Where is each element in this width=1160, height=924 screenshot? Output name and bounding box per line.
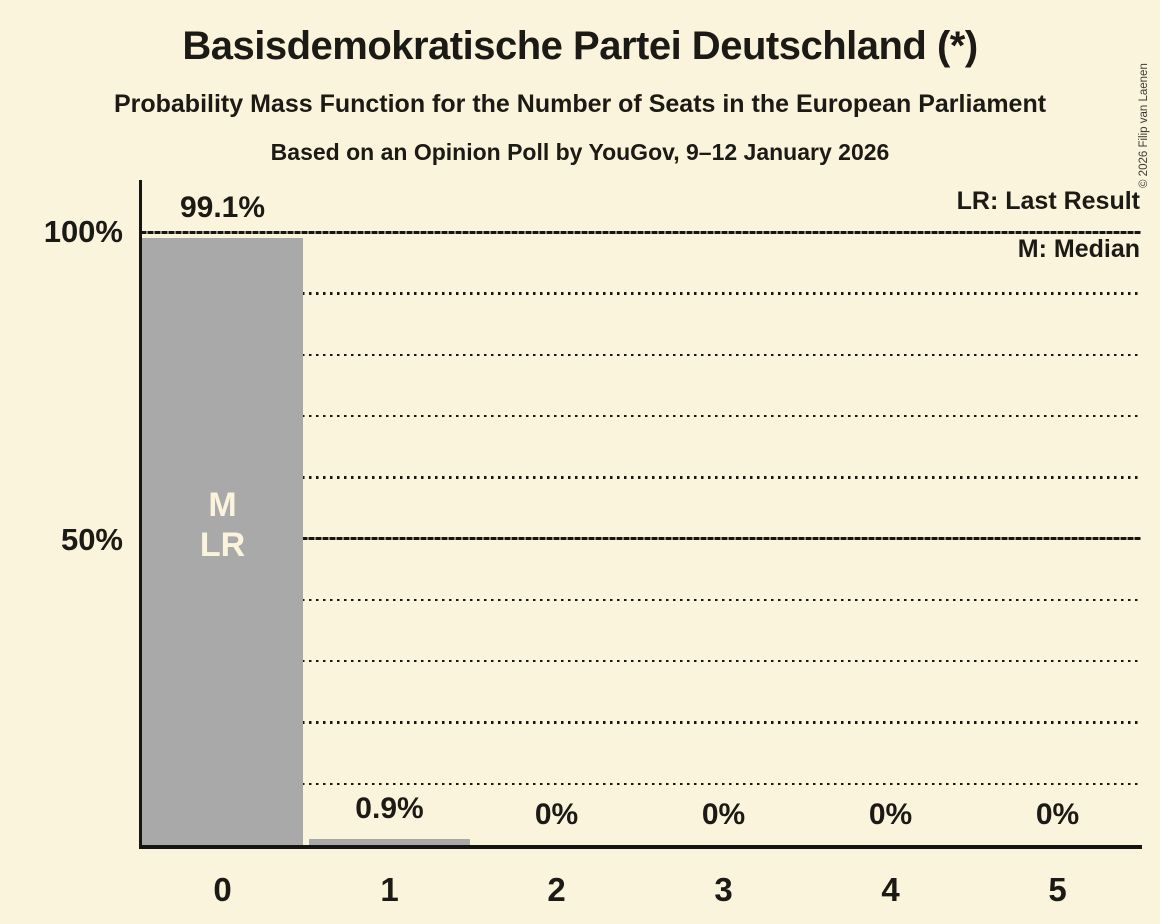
y-axis-tick-50: 50%: [60, 522, 123, 557]
gridline-dotted-20: [141, 721, 1141, 724]
x-axis-label-4: 4: [881, 871, 900, 908]
x-axis-label-5: 5: [1048, 871, 1067, 908]
bar-annotation-median-last-result: M LR: [143, 485, 303, 565]
bar-value-label-0: 99.1%: [179, 190, 266, 224]
bar-annotation-line-lr: LR: [199, 526, 246, 565]
bar-value-label-3: 0%: [701, 798, 746, 831]
x-axis-label-2: 2: [547, 871, 566, 908]
legend-median: M: Median: [1017, 235, 1140, 263]
bar-value-label-4: 0%: [868, 798, 913, 831]
y-axis-line: [139, 180, 142, 849]
legend-last-result: LR: Last Result: [956, 187, 1140, 215]
x-axis-label-1: 1: [380, 871, 399, 908]
bar-value-label-2: 0%: [534, 798, 579, 831]
bar-seats-1: [308, 839, 471, 845]
gridline-dotted-40: [141, 598, 1141, 602]
gridline-solid-50: [141, 537, 1141, 540]
x-axis-line: [139, 845, 1142, 849]
gridline-dotted-30: [141, 660, 1141, 663]
gridline-dotted-80: [141, 353, 1141, 356]
bar-value-label-1: 0.9%: [355, 792, 424, 826]
gridline-dotted-10: [141, 782, 1141, 786]
chart-source-line: Based on an Opinion Poll by YouGov, 9–12…: [270, 139, 890, 165]
gridline-dotted-90: [141, 292, 1141, 295]
x-axis-labels: 0 1 2 3 4 5: [139, 868, 1141, 914]
bar-annotation-line-m: M: [208, 486, 237, 525]
gridline-dotted-60: [141, 476, 1141, 479]
x-axis-label-3: 3: [714, 871, 733, 908]
plot-area: 99.1% 0.9% 0% 0% 0% 0% M LR: [139, 191, 1141, 845]
bar-seats-0: [141, 237, 304, 845]
gridline-dotted-70: [141, 414, 1141, 418]
chart-title: Basisdemokratische Partei Deutschland (*…: [182, 24, 978, 68]
chart-subtitle: Probability Mass Function for the Number…: [113, 90, 1047, 118]
bar-value-label-5: 0%: [1035, 798, 1080, 831]
y-axis-tick-100: 100%: [43, 214, 123, 249]
x-axis-label-0: 0: [213, 871, 232, 908]
gridline-solid-100: [141, 230, 1141, 234]
